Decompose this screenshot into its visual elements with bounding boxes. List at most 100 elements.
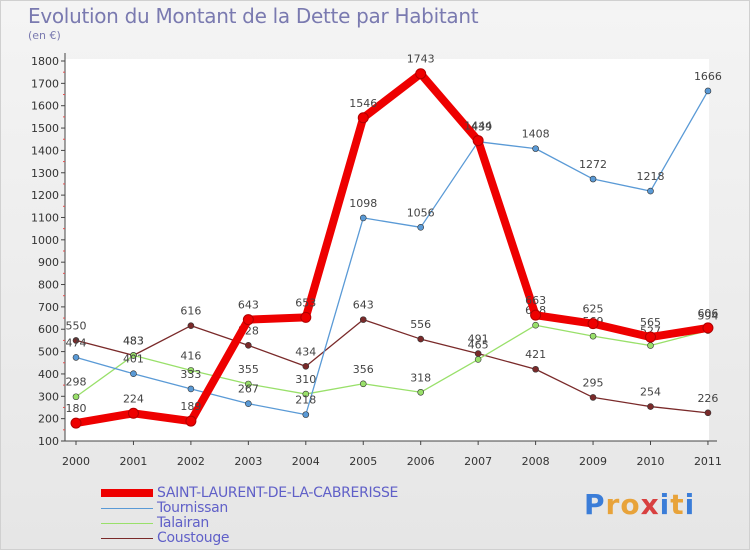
data-label: 643 [238,299,259,312]
data-label: 318 [410,371,431,384]
x-tick-label: 2002 [177,455,205,468]
data-label: 1743 [407,53,435,66]
data-label: 474 [66,336,87,349]
data-label: 1056 [407,206,435,219]
data-point [359,316,367,323]
data-point [417,388,425,396]
legend-label: SAINT-LAURENT-DE-LA-CABRERISSE [157,485,399,501]
data-point [589,332,597,340]
data-point [72,354,80,361]
data-label: 663 [525,294,546,307]
data-label: 556 [410,318,431,331]
chart-unit: (en €) [28,29,61,42]
data-label: 653 [295,296,316,309]
x-tick-label: 2011 [694,455,722,468]
x-tick-label: 2005 [349,455,377,468]
y-tick-label: 1800 [31,55,59,68]
data-label: 1546 [349,97,377,110]
logo-letter: P [584,488,606,521]
data-point [472,135,484,147]
y-tick-label: 1100 [31,211,59,224]
legend-label: Talairan [157,515,209,531]
y-tick-label: 1200 [31,189,59,202]
logo-letter: i [684,488,696,521]
data-point [357,112,369,124]
y-tick-label: 1300 [31,167,59,180]
chart-title: Evolution du Montant de la Dette par Hab… [28,4,479,28]
data-label: 616 [180,305,201,318]
logo-letter: o [620,488,641,521]
data-point [300,311,312,323]
data-point [302,390,310,398]
data-label: 1408 [522,128,550,141]
y-tick-label: 1000 [31,234,59,247]
series-line [72,69,712,428]
legend-swatch [101,508,153,509]
y-tick-label: 700 [38,301,59,314]
data-point [245,342,252,349]
data-point [530,309,542,321]
data-point [185,415,197,427]
data-label: 643 [353,299,374,312]
data-label: 625 [583,303,604,316]
data-point [702,322,714,334]
data-point [474,356,482,363]
data-point [417,224,425,231]
y-tick-label: 1400 [31,144,59,157]
proxiti-logo: Proxiti [584,488,695,521]
y-tick-label: 500 [38,346,59,359]
data-point [359,380,367,388]
data-point [589,175,597,183]
y-tick-label: 800 [38,279,59,292]
data-label: 333 [180,368,201,381]
data-label: 483 [123,334,144,347]
data-label: 1272 [579,158,607,171]
data-point [242,314,254,326]
data-label: 1098 [349,197,377,210]
data-label: 295 [583,376,604,389]
data-point [70,417,82,429]
x-tick-label: 2008 [522,455,550,468]
data-label: 189 [180,400,201,413]
x-tick-label: 2004 [292,455,320,468]
data-point [187,385,195,393]
logo-letter: x [640,488,660,521]
x-tick-label: 2010 [637,455,665,468]
data-point [647,403,654,410]
series-line [75,318,709,414]
legend-label: Tournissan [157,500,228,516]
data-point [474,350,482,357]
legend-swatch [101,523,153,524]
data-label: 226 [697,392,718,405]
data-label: 491 [468,333,489,346]
data-label: 1218 [637,170,665,183]
data-label: 224 [123,392,144,405]
data-label: 356 [353,363,374,376]
logo-letter: i [659,488,671,521]
data-label: 550 [66,319,87,332]
series-line [75,324,709,398]
legend-label: Coustouge [157,530,230,546]
data-point [72,337,80,344]
y-tick-label: 200 [38,413,59,426]
data-label: 1666 [694,70,722,83]
data-label: 594 [697,310,718,323]
data-point [127,407,139,419]
data-label: 421 [525,348,546,361]
series-line [75,90,709,416]
data-point [647,342,654,349]
x-tick-label: 2001 [119,455,147,468]
logo-letter: t [670,488,685,521]
data-point [72,393,80,401]
data-point [302,363,310,370]
data-point [645,331,656,343]
x-tick-label: 2000 [62,455,90,468]
data-point [647,187,654,195]
data-point [417,335,425,343]
data-label: 254 [640,386,661,399]
data-point [532,145,539,152]
data-label: 606 [697,307,718,320]
data-point [415,68,427,80]
data-point [245,380,252,388]
data-point [302,411,310,418]
